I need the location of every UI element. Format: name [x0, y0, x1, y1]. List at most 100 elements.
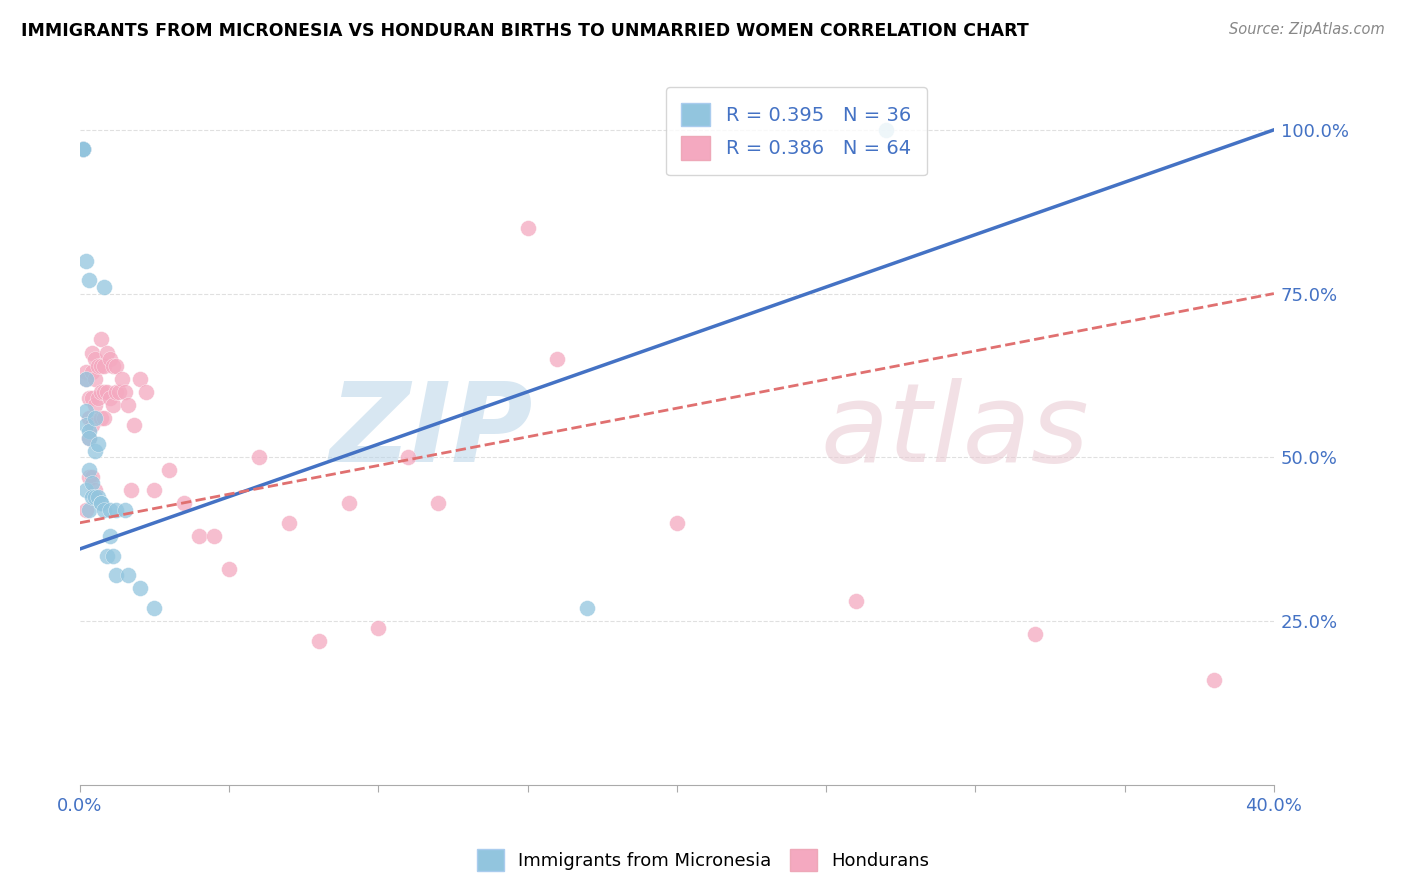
Point [72, 143, 94, 157]
Point [77, 431, 100, 445]
Point [143, 601, 166, 615]
Point [128, 372, 150, 386]
Point [516, 221, 538, 235]
Point [1204, 673, 1226, 687]
Point [77, 463, 100, 477]
Point [107, 384, 129, 399]
Point [845, 594, 868, 608]
Point [80, 365, 103, 379]
Point [77, 392, 100, 406]
Point [72, 143, 94, 157]
Text: Source: ZipAtlas.com: Source: ZipAtlas.com [1229, 22, 1385, 37]
Point [72, 143, 94, 157]
Point [80, 470, 103, 484]
Point [90, 411, 112, 425]
Point [72, 143, 94, 157]
Point [665, 516, 688, 530]
Text: IMMIGRANTS FROM MICRONESIA VS HONDURAN BIRTHS TO UNMARRIED WOMEN CORRELATION CHA: IMMIGRANTS FROM MICRONESIA VS HONDURAN B… [21, 22, 1029, 40]
Point [83, 372, 105, 386]
Point [98, 502, 121, 516]
Point [104, 568, 127, 582]
Point [173, 496, 195, 510]
Point [135, 384, 157, 399]
Point [83, 443, 105, 458]
Point [367, 621, 389, 635]
Point [96, 384, 118, 399]
Point [1024, 627, 1046, 641]
Point [93, 359, 115, 373]
Point [75, 372, 97, 386]
Point [90, 496, 112, 510]
Point [98, 529, 121, 543]
Point [87, 490, 110, 504]
Point [576, 601, 599, 615]
Point [75, 365, 97, 379]
Point [427, 496, 450, 510]
Point [77, 411, 100, 425]
Point [128, 582, 150, 596]
Point [101, 398, 124, 412]
Point [87, 359, 110, 373]
Point [75, 417, 97, 432]
Point [75, 404, 97, 418]
Point [120, 483, 142, 497]
Point [188, 529, 211, 543]
Point [111, 372, 134, 386]
Point [72, 143, 94, 157]
Point [83, 398, 105, 412]
Point [90, 496, 112, 510]
Legend: Immigrants from Micronesia, Hondurans: Immigrants from Micronesia, Hondurans [470, 842, 936, 879]
Point [122, 417, 145, 432]
Point [83, 352, 105, 367]
Point [87, 437, 110, 451]
Point [396, 450, 419, 465]
Point [104, 502, 127, 516]
Point [75, 253, 97, 268]
Point [98, 392, 121, 406]
Point [875, 123, 897, 137]
Point [117, 398, 139, 412]
Point [75, 372, 97, 386]
Text: atlas: atlas [820, 377, 1088, 484]
Point [77, 431, 100, 445]
Point [143, 483, 166, 497]
Legend: R = 0.395   N = 36, R = 0.386   N = 64: R = 0.395 N = 36, R = 0.386 N = 64 [665, 87, 927, 176]
Point [75, 502, 97, 516]
Point [80, 490, 103, 504]
Point [75, 483, 97, 497]
Point [90, 384, 112, 399]
Point [93, 384, 115, 399]
Point [114, 384, 136, 399]
Point [104, 384, 127, 399]
Point [308, 633, 330, 648]
Point [80, 392, 103, 406]
Point [77, 424, 100, 438]
Point [93, 280, 115, 294]
Point [101, 549, 124, 563]
Point [83, 490, 105, 504]
Point [80, 345, 103, 359]
Point [202, 529, 225, 543]
Point [96, 549, 118, 563]
Point [83, 483, 105, 497]
Point [77, 502, 100, 516]
Point [93, 502, 115, 516]
Point [80, 476, 103, 491]
Point [80, 417, 103, 432]
Point [77, 273, 100, 287]
Point [337, 496, 360, 510]
Point [104, 359, 127, 373]
Point [98, 352, 121, 367]
Point [247, 450, 270, 465]
Point [157, 463, 180, 477]
Point [114, 502, 136, 516]
Point [87, 392, 110, 406]
Point [101, 359, 124, 373]
Point [93, 411, 115, 425]
Point [90, 333, 112, 347]
Point [83, 411, 105, 425]
Point [218, 561, 240, 575]
Point [72, 143, 94, 157]
Point [117, 568, 139, 582]
Point [90, 359, 112, 373]
